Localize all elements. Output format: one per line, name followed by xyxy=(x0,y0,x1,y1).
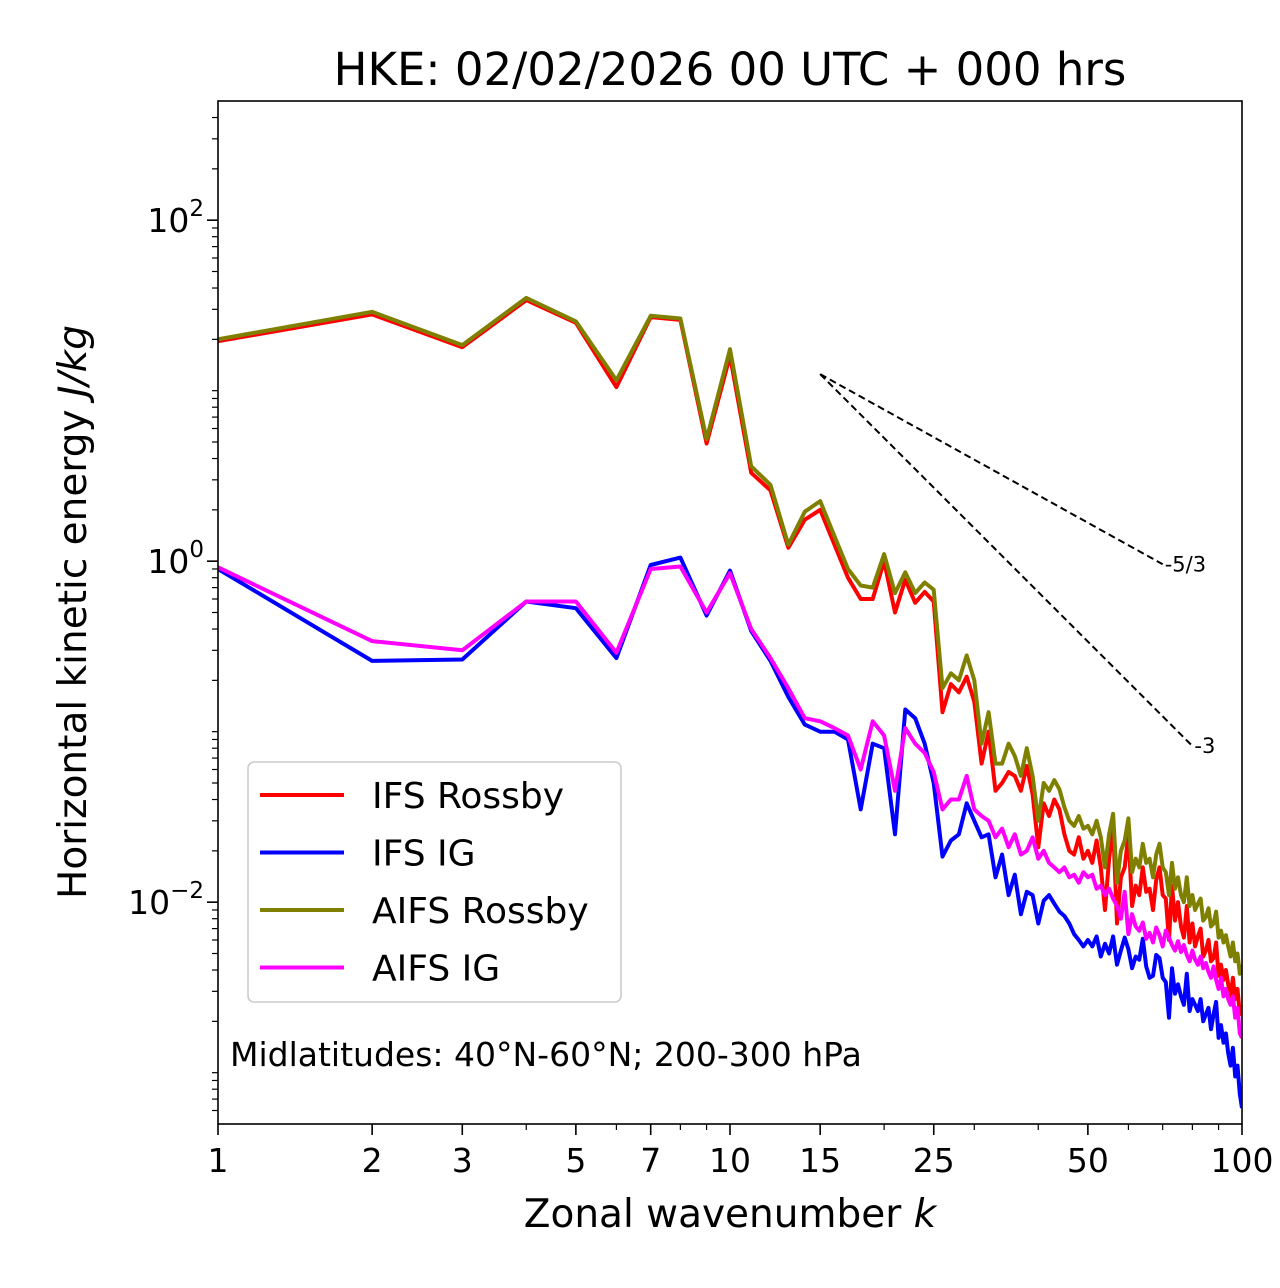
reference-line-label: -5/3 xyxy=(1165,552,1206,576)
x-tick-label: 3 xyxy=(452,1141,473,1180)
y-axis-label: Horizontal kinetic energy J/kg xyxy=(51,325,96,899)
x-tick-label: 1 xyxy=(208,1141,229,1180)
reference-line-label: -3 xyxy=(1194,734,1215,758)
legend-label: AIFS Rossby xyxy=(372,891,589,932)
y-tick-base: 10 xyxy=(147,201,189,240)
x-tick-label: 100 xyxy=(1211,1141,1274,1180)
x-tick-label: 10 xyxy=(709,1141,751,1180)
chart-title: HKE: 02/02/2026 00 UTC + 000 hrs xyxy=(334,43,1127,96)
reference-slope-lines: -5/3 -3 xyxy=(819,373,1215,758)
x-major-ticks: 1 2 3 5 7 10 15 25 50 100 xyxy=(208,1124,1274,1180)
x-tick-label: 25 xyxy=(913,1141,955,1180)
y-tick-exponent: 2 xyxy=(189,196,204,222)
y-tick-label: 102 xyxy=(147,196,204,240)
x-axis-label-text: Zonal wavenumber xyxy=(524,1192,914,1237)
series-line-aifs-ig xyxy=(218,564,1242,1039)
region-annotation: Midlatitudes: 40°N-60°N; 200-300 hPa xyxy=(230,1035,862,1074)
legend-label: IFS IG xyxy=(372,834,476,875)
legend-label: AIFS IG xyxy=(372,949,500,990)
y-tick-label: 10−2 xyxy=(128,878,204,922)
x-tick-label: 5 xyxy=(565,1141,586,1180)
legend-frame xyxy=(247,761,622,1003)
y-tick-base: 10 xyxy=(128,883,170,922)
x-tick-label: 15 xyxy=(799,1141,841,1180)
y-tick-label: 100 xyxy=(147,537,204,581)
y-tick-exponent: 0 xyxy=(189,537,204,563)
x-tick-label: 2 xyxy=(362,1141,383,1180)
x-axis-label-var: k xyxy=(914,1192,938,1237)
series-line-aifs-rossby xyxy=(218,295,1242,976)
legend-label: IFS Rossby xyxy=(372,776,564,817)
legend: IFS Rossby IFS IG AIFS Rossby AIFS IG xyxy=(247,761,622,1003)
x-tick-label: 7 xyxy=(640,1141,661,1180)
y-tick-exponent: −2 xyxy=(170,878,204,904)
series-lines xyxy=(218,295,1242,1109)
y-tick-base: 10 xyxy=(147,542,189,581)
x-axis-label: Zonal wavenumber k xyxy=(524,1192,938,1237)
y-axis-label-unit: J/kg xyxy=(51,325,96,404)
series-line-ifs-ig xyxy=(218,555,1242,1109)
x-tick-label: 50 xyxy=(1067,1141,1109,1180)
series-line-ifs-rossby xyxy=(218,298,1242,1017)
y-axis-label-text: Horizontal kinetic energy xyxy=(51,397,96,899)
